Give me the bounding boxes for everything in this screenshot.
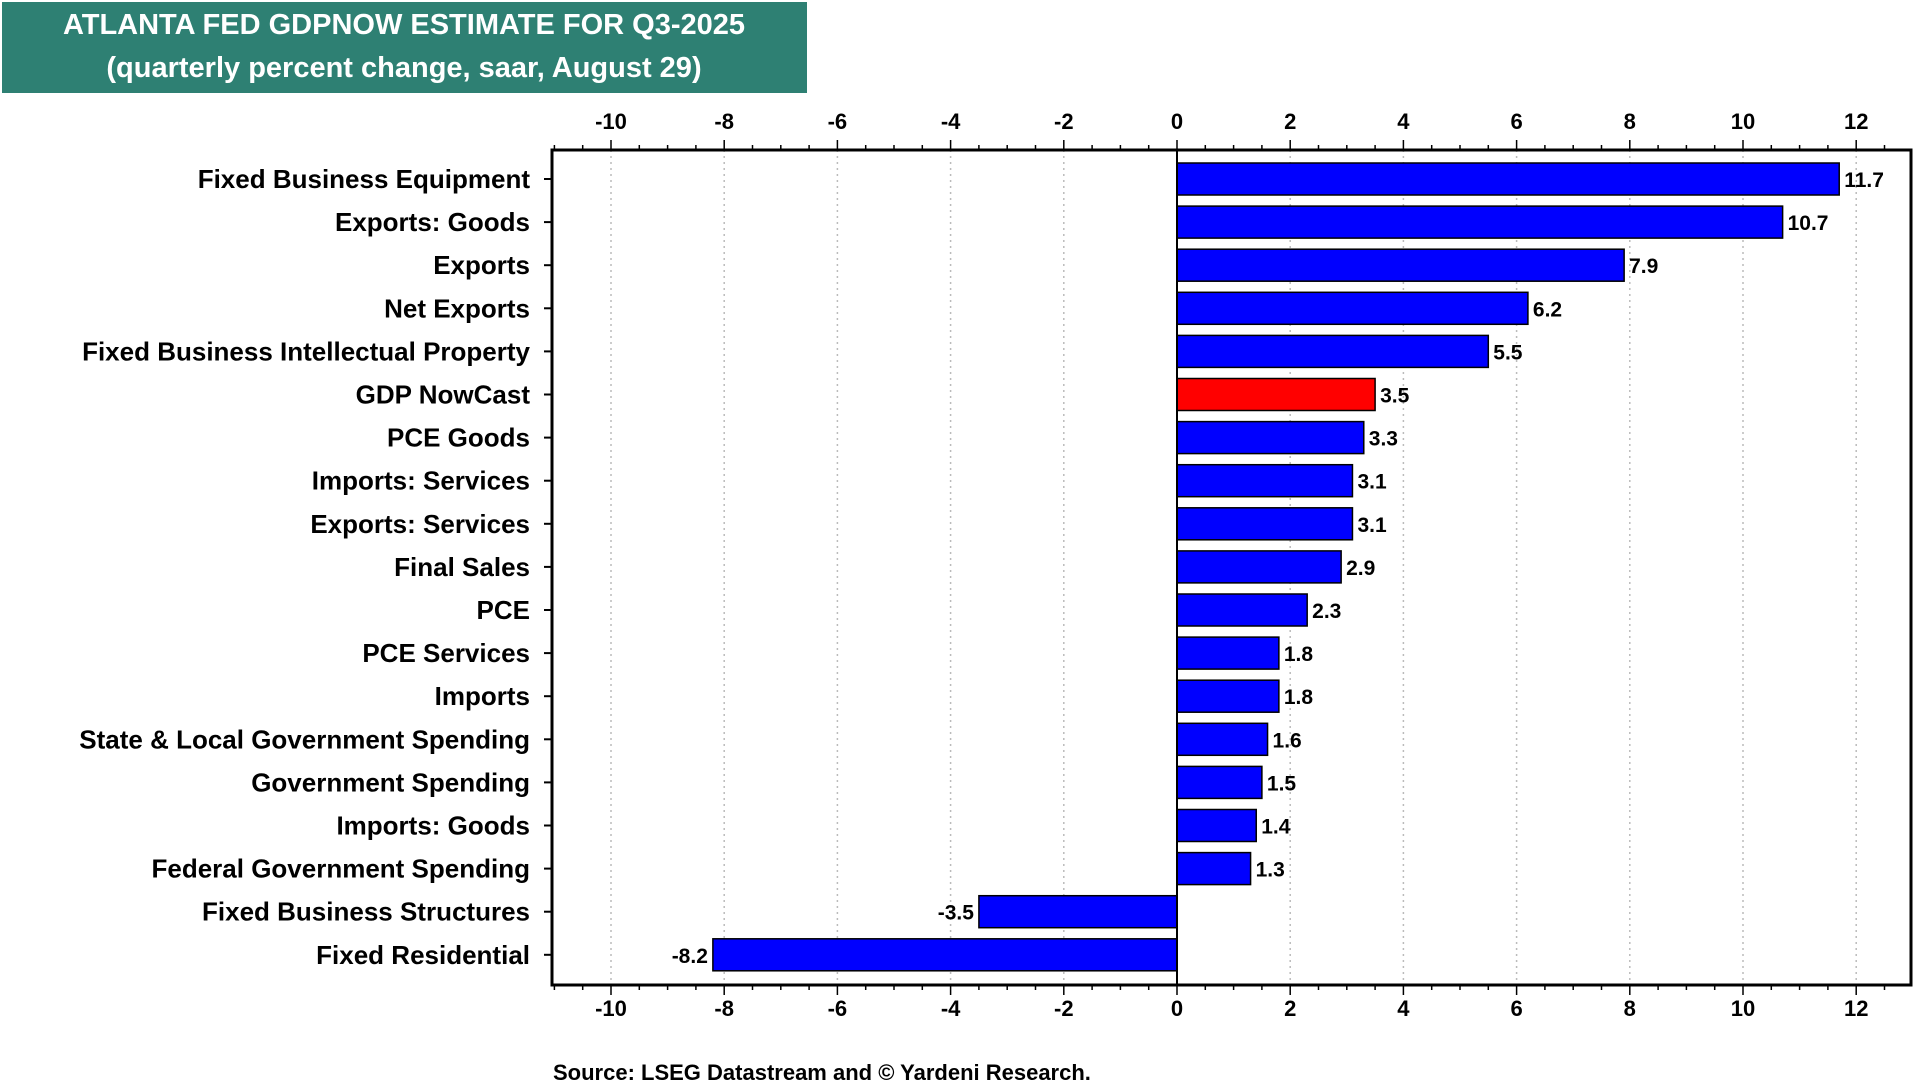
bar bbox=[1176, 334, 1490, 369]
tick-label-bottom: 8 bbox=[1624, 996, 1636, 1021]
category-label: Final Sales bbox=[394, 552, 530, 582]
value-label: 2.9 bbox=[1346, 557, 1375, 580]
bar-highlight bbox=[1176, 377, 1376, 412]
category-label: Imports bbox=[435, 681, 530, 711]
category-label: Exports: Services bbox=[310, 509, 530, 539]
category-label: Federal Government Spending bbox=[151, 854, 530, 884]
grid-lines bbox=[610, 150, 1857, 985]
value-label: 1.8 bbox=[1284, 643, 1314, 666]
plot-frame bbox=[550, 148, 1913, 987]
tick-label-top: 6 bbox=[1510, 109, 1522, 134]
chart-title: ATLANTA FED GDPNOW ESTIMATE FOR Q3-2025 bbox=[63, 9, 745, 41]
value-label: 7.9 bbox=[1629, 255, 1658, 278]
labels: Fixed Business Equipment 11.7 Exports: Goo… bbox=[79, 109, 1884, 1021]
title-box: ATLANTA FED GDPNOW ESTIMATE FOR Q3-2025 … bbox=[2, 2, 807, 93]
tick-label-bottom: 2 bbox=[1284, 996, 1296, 1021]
tick-label-bottom: 6 bbox=[1510, 996, 1522, 1021]
tick-label-top: 12 bbox=[1844, 109, 1868, 134]
value-label: 1.4 bbox=[1261, 816, 1291, 839]
category-label: Government Spending bbox=[251, 767, 530, 797]
bar bbox=[1176, 205, 1784, 239]
bar bbox=[1176, 636, 1280, 670]
value-label: 3.1 bbox=[1357, 514, 1387, 537]
category-label: Exports: Goods bbox=[335, 207, 530, 237]
tick-label-bottom: -6 bbox=[828, 996, 848, 1021]
category-label: Net Exports bbox=[384, 293, 530, 323]
bar bbox=[1176, 162, 1840, 196]
bar bbox=[712, 938, 1178, 972]
category-label: PCE Goods bbox=[387, 423, 530, 453]
tick-label-bottom: 10 bbox=[1731, 996, 1755, 1021]
tick-label-bottom: 4 bbox=[1397, 996, 1410, 1021]
bar bbox=[1176, 808, 1257, 843]
value-label: 3.3 bbox=[1369, 428, 1398, 451]
value-label: 11.7 bbox=[1844, 169, 1884, 192]
value-label: 1.6 bbox=[1273, 729, 1302, 752]
bar bbox=[1176, 463, 1354, 498]
value-label: 3.5 bbox=[1380, 385, 1410, 408]
value-label: 1.5 bbox=[1267, 772, 1297, 795]
tick-label-top: 10 bbox=[1731, 109, 1755, 134]
value-label: -8.2 bbox=[672, 945, 708, 968]
source-note: Source: LSEG Datastream and © Yardeni Re… bbox=[553, 1060, 1091, 1080]
tick-label-top: 2 bbox=[1284, 109, 1296, 134]
tick-label-top: 8 bbox=[1624, 109, 1636, 134]
bar bbox=[1176, 765, 1263, 800]
value-label: 10.7 bbox=[1788, 212, 1829, 235]
tick-label-bottom: -8 bbox=[714, 996, 734, 1021]
value-label: 1.8 bbox=[1284, 686, 1314, 709]
tick-label-top: -8 bbox=[714, 109, 734, 134]
bar bbox=[1176, 507, 1354, 541]
category-label: PCE Services bbox=[362, 638, 530, 668]
value-label: 6.2 bbox=[1533, 298, 1562, 321]
bar bbox=[1176, 679, 1280, 713]
tick-label-top: -2 bbox=[1054, 109, 1074, 134]
category-label: Fixed Business Structures bbox=[202, 897, 530, 927]
bar bbox=[1176, 722, 1269, 757]
axes bbox=[544, 140, 1913, 995]
tick-label-top: -6 bbox=[828, 109, 848, 134]
bar bbox=[1176, 593, 1308, 627]
value-label: 1.3 bbox=[1256, 859, 1285, 882]
bars bbox=[712, 162, 1840, 972]
tick-label-top: 0 bbox=[1171, 109, 1183, 134]
category-label: Fixed Business Equipment bbox=[198, 164, 531, 194]
tick-label-bottom: 0 bbox=[1171, 996, 1183, 1021]
value-label: 3.1 bbox=[1357, 471, 1387, 494]
category-label: Fixed Residential bbox=[316, 940, 530, 970]
value-label: -3.5 bbox=[938, 902, 975, 925]
tick-label-top: -4 bbox=[941, 109, 961, 134]
tick-label-top: 4 bbox=[1397, 109, 1410, 134]
category-label: PCE bbox=[477, 595, 530, 625]
category-label: State & Local Government Spending bbox=[79, 724, 530, 754]
tick-label-bottom: -2 bbox=[1054, 996, 1074, 1021]
tick-label-bottom: -10 bbox=[595, 996, 627, 1021]
value-label: 2.3 bbox=[1312, 600, 1341, 623]
bar bbox=[1176, 291, 1529, 326]
bar bbox=[1176, 550, 1342, 584]
category-label: GDP NowCast bbox=[356, 380, 531, 410]
bar bbox=[978, 894, 1178, 929]
category-label: Exports bbox=[433, 250, 530, 280]
category-label: Imports: Goods bbox=[336, 811, 530, 841]
value-label: 5.5 bbox=[1493, 341, 1523, 364]
chart-subtitle: (quarterly percent change, saar, August … bbox=[106, 52, 701, 84]
tick-label-bottom: -4 bbox=[941, 996, 961, 1021]
title-background bbox=[2, 2, 807, 93]
bar bbox=[1176, 851, 1252, 886]
category-label: Imports: Services bbox=[312, 466, 530, 496]
tick-label-top: -10 bbox=[595, 109, 627, 134]
bar bbox=[1176, 420, 1365, 455]
bar bbox=[1176, 248, 1625, 282]
category-label: Fixed Business Intellectual Property bbox=[82, 336, 530, 366]
tick-label-bottom: 12 bbox=[1844, 996, 1868, 1021]
